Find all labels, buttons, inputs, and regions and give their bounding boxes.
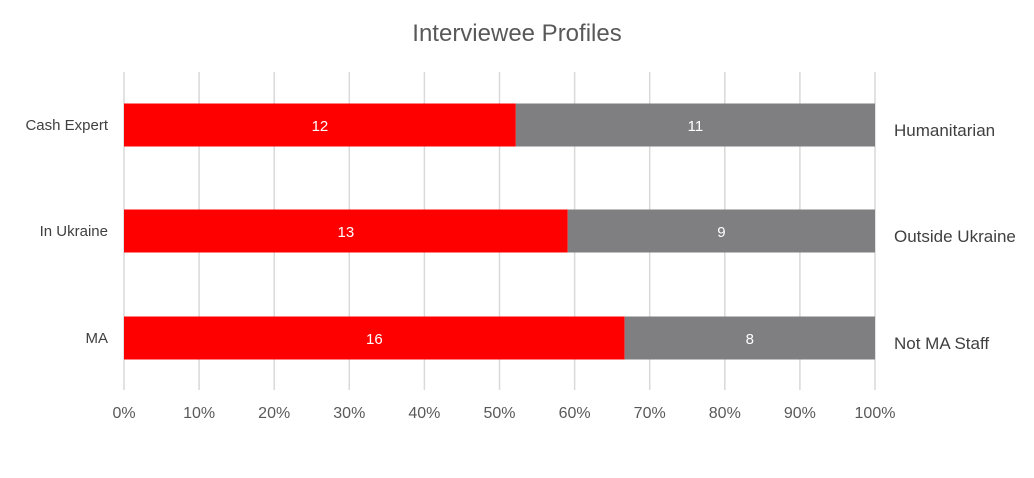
- bar-segment: [124, 316, 625, 360]
- right-category-label: Not MA Staff: [894, 334, 989, 353]
- data-labels: 12 11 13 9 16 8: [312, 118, 754, 348]
- x-tick-label: 100%: [855, 405, 896, 422]
- data-label: 12: [312, 118, 329, 135]
- bars: [124, 103, 875, 360]
- right-category-labels: Humanitarian Outside Ukraine Not MA Staff: [894, 121, 1016, 353]
- x-tick-label: 80%: [709, 405, 741, 422]
- right-category-label: Humanitarian: [894, 121, 995, 140]
- x-tick-label: 20%: [258, 405, 290, 422]
- x-tick-label: 50%: [483, 405, 515, 422]
- data-label: 9: [717, 224, 725, 241]
- x-tick-label: 60%: [559, 405, 591, 422]
- bar-segment: [124, 103, 516, 147]
- bar-segment: [567, 209, 875, 253]
- right-category-label: Outside Ukraine: [894, 227, 1016, 246]
- category-label: In Ukraine: [40, 223, 108, 240]
- bar-segment: [515, 103, 875, 147]
- bar-segment: [624, 316, 875, 360]
- chart-title: Interviewee Profiles: [412, 20, 621, 47]
- data-label: 8: [746, 331, 754, 348]
- x-axis-ticks: 0% 10% 20% 30% 40% 50% 60% 70% 80% 90% 100%: [112, 405, 895, 422]
- category-labels: Cash Expert In Ukraine MA: [25, 117, 108, 347]
- x-tick-label: 70%: [634, 405, 666, 422]
- x-tick-label: 0%: [112, 405, 135, 422]
- x-tick-label: 30%: [333, 405, 365, 422]
- category-label: Cash Expert: [25, 117, 108, 134]
- bar-segment: [124, 209, 568, 253]
- x-tick-label: 40%: [408, 405, 440, 422]
- data-label: 11: [688, 118, 704, 135]
- x-tick-label: 90%: [784, 405, 816, 422]
- data-label: 16: [366, 331, 383, 348]
- x-tick-label: 10%: [183, 405, 215, 422]
- data-label: 13: [338, 224, 355, 241]
- category-label: MA: [86, 330, 109, 347]
